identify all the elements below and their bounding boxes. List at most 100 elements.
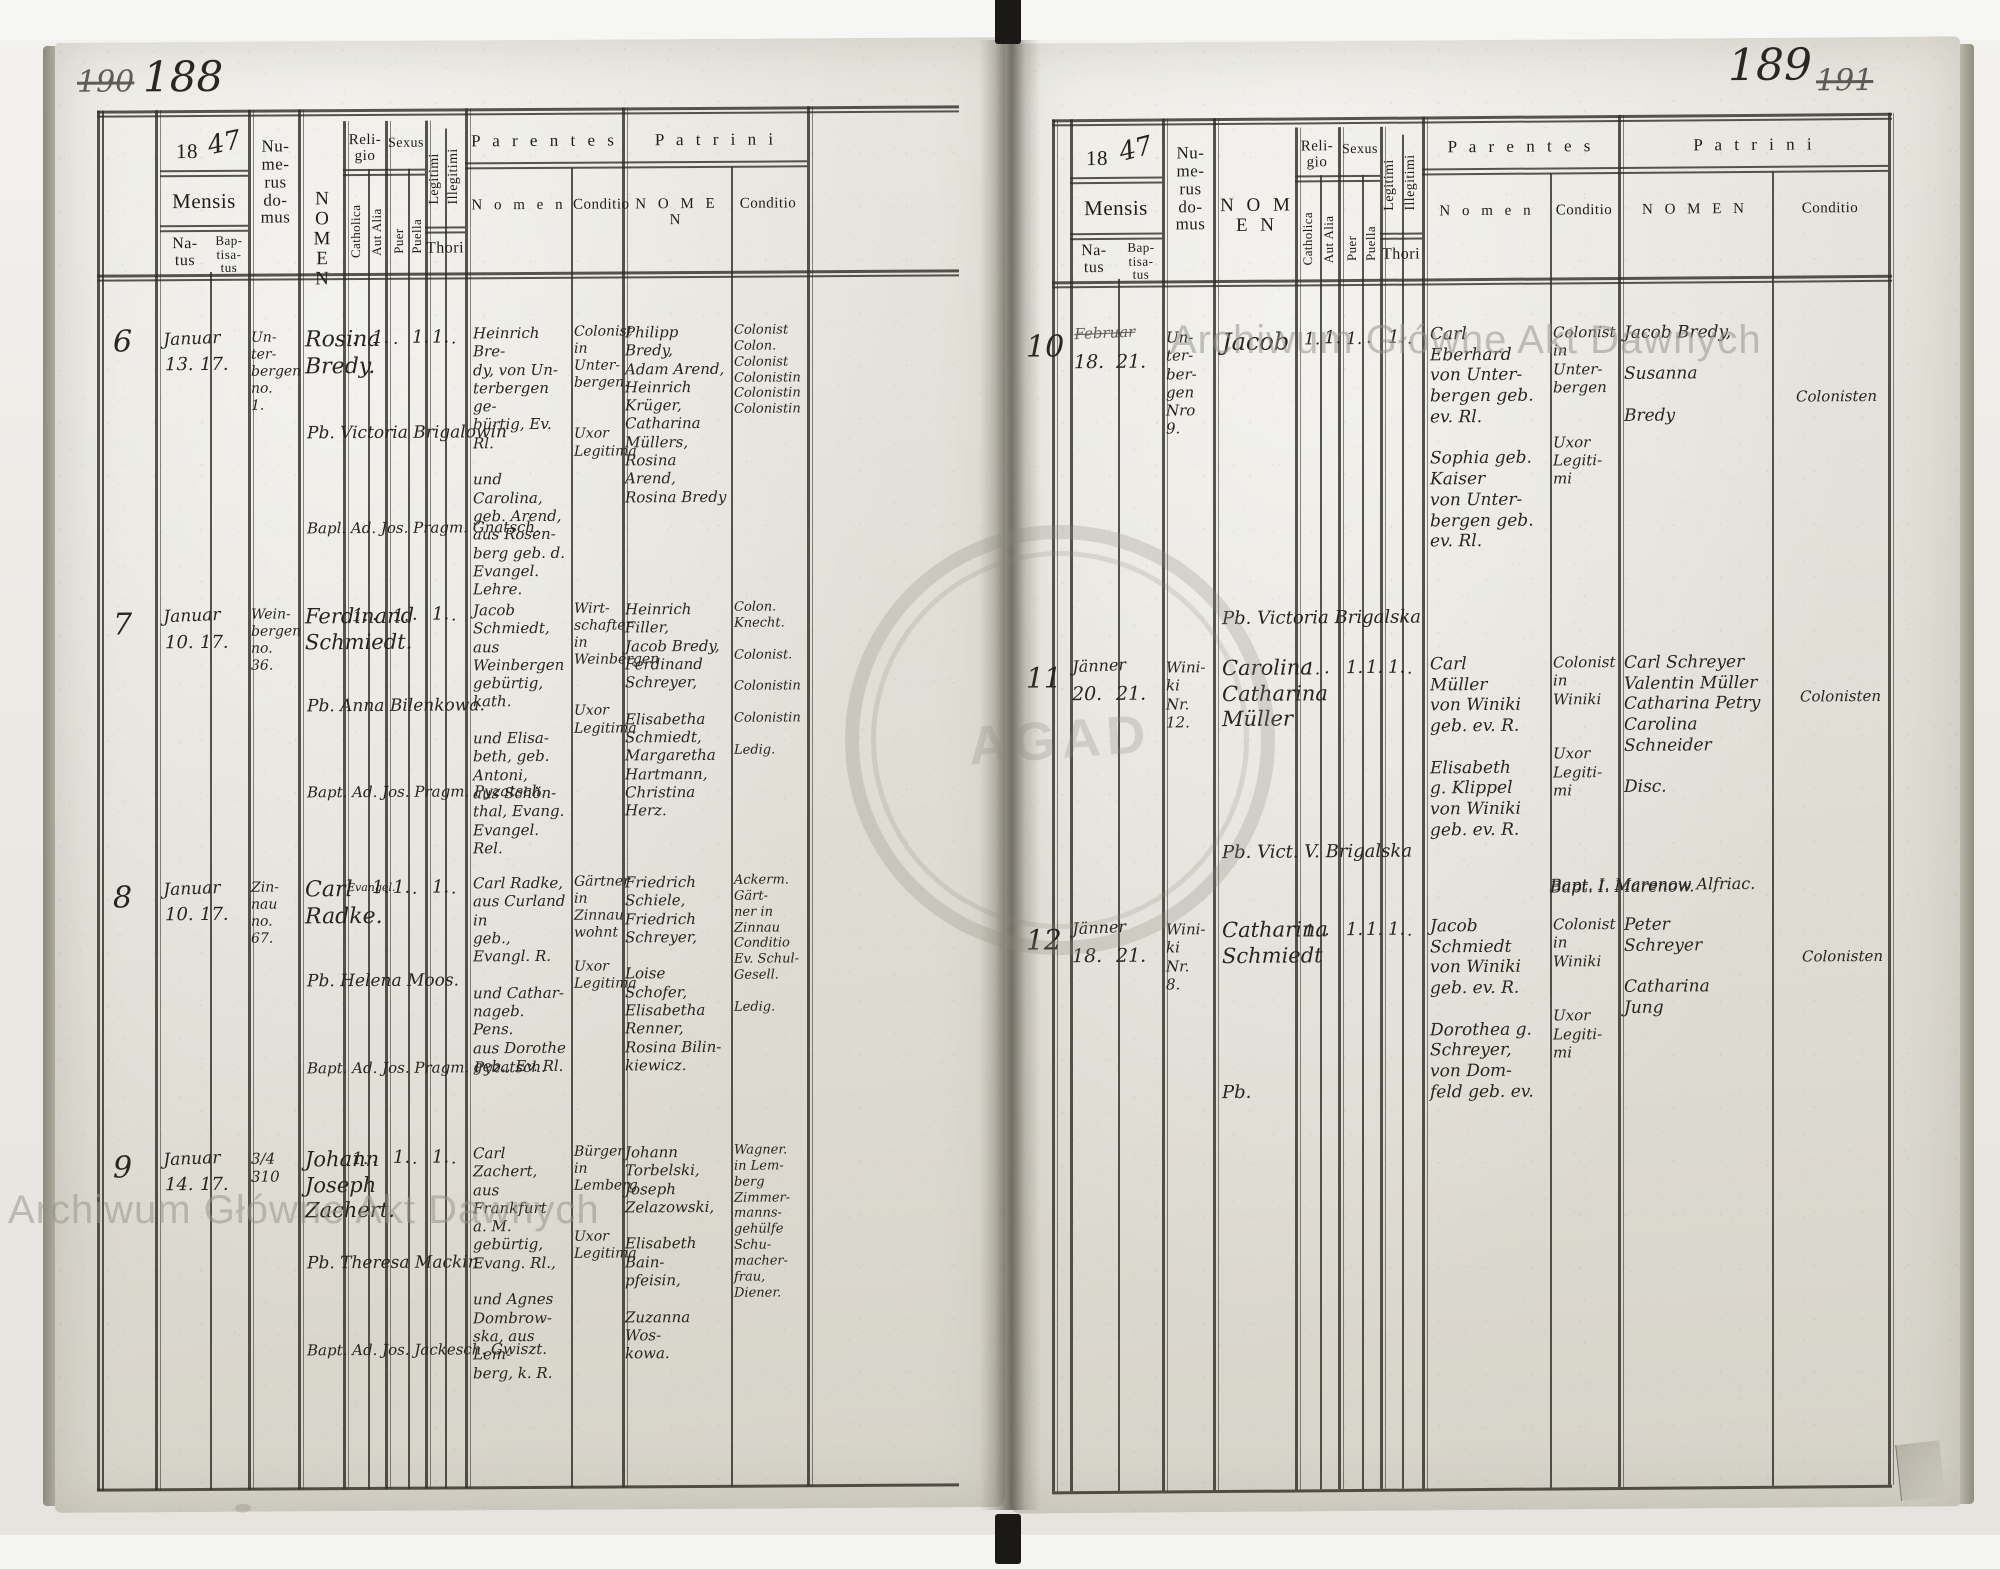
entry-month: Jänner: [1072, 654, 1127, 677]
header-patrini-right: P a t r i n i: [1693, 134, 1816, 155]
entry-nomen-godparent: Pb. Helena Moos.: [307, 970, 460, 992]
rule-sexus-sub-left: [385, 168, 425, 171]
header-puer-right: Puer: [1344, 235, 1359, 261]
entry-catholica: .: [352, 329, 358, 350]
header-patrini-conditio-right: Conditio: [1801, 200, 1859, 217]
rule-col-nomen-right: [1213, 118, 1216, 1491]
entry-parentes-conditio: Colonist in Unter- bergen Uxor Legiti- m…: [1553, 322, 1616, 488]
rule-year-mensis-left: [160, 169, 248, 172]
entry-aut-alia: 1.: [1324, 327, 1342, 349]
rule-thori-sub2-left: [425, 231, 465, 234]
rule-year-mensis-right: [1070, 176, 1162, 179]
header-patrini-nomen-right: N O M E N: [1642, 200, 1748, 218]
entry-legitimi: 1.: [432, 603, 450, 625]
table-right: 18 47 Mensis Na- tus Bap- tisa- tus Nu- …: [1010, 36, 1960, 1513]
rule-patrini-sub2-right: [1618, 169, 1888, 174]
entry-month: Jänner: [1072, 916, 1127, 939]
entry-no: 7: [113, 607, 133, 643]
rule-year-mensis2-right: [1070, 181, 1162, 184]
entry-patrini-nomen: Carl Schreyer Valentin Müller Catharina …: [1624, 651, 1761, 798]
rule-col-0-left: [97, 110, 100, 1491]
entry-month: Februar: [1074, 322, 1136, 344]
entry-nomen: Jacob: [1222, 327, 1290, 357]
entry-nomen: Johann Joseph Zachert.: [305, 1146, 395, 1223]
header-religio-left: Reli- gio: [348, 131, 382, 164]
entry-puella: .: [412, 1148, 418, 1169]
header-catholica-left: Catholica: [348, 204, 363, 258]
entry-patrini-conditio: Colonisten: [1800, 686, 1882, 706]
entry-natus: 18.: [1074, 350, 1105, 374]
entry-aut-alia: .: [372, 1146, 378, 1168]
table-left: 18 47 Mensis Na- tus Bap- tisa- tus Nu- …: [55, 37, 1005, 1513]
header-puella-right: Puella: [1363, 226, 1378, 262]
rule-parentes-sub-left: [465, 161, 622, 164]
entry-nomen-baptizer: Bapt. I. Marenow.: [1550, 876, 1695, 897]
entry-domus: Wini- ki Nr. 12.: [1166, 658, 1206, 732]
entry-illegitimi: .: [451, 605, 457, 626]
entry-parentes-conditio: Colonist in Winiki Uxor Legiti- mi: [1553, 914, 1616, 1062]
entry-patrini-conditio: Colon. Knecht. Colonist. Colonistin Colo…: [734, 599, 801, 758]
entry-baptisatus: 17.: [200, 903, 229, 926]
entry-catholica: 1.: [1304, 659, 1321, 680]
header-thori-right: Thori: [1381, 245, 1421, 263]
header-parentes-nomen-left: N o m e n: [471, 196, 567, 214]
header-patrini-nomen-left: N O M E N: [635, 195, 719, 228]
rule-col-patrini-right: [1618, 114, 1621, 1487]
rule-col-end-right: [1888, 112, 1891, 1485]
rule-patrini-sub-left: [622, 160, 807, 164]
entry-natus: 13.: [165, 354, 194, 376]
rule-col-thori-right: [1380, 126, 1383, 1489]
header-parentes-conditio-left: Conditio: [573, 196, 630, 213]
rule-col-patrini-b-right: [1623, 114, 1624, 1487]
entry-domus: Wein- bergen no. 36.: [251, 606, 302, 674]
rule-religio-sub-left: [343, 168, 385, 171]
entry-puer: 1.: [1346, 328, 1363, 350]
entry-patrini-nomen: Peter Schreyer Catharina Jung: [1624, 914, 1710, 1018]
entry-illegitimi: .: [1407, 920, 1413, 941]
header-catholica-right: Catholica: [1300, 211, 1315, 266]
entry-catholica: 1.: [352, 605, 369, 627]
entry-puella: .: [412, 603, 418, 625]
rule-col-natus-right: [1118, 278, 1120, 1491]
entry-nomen-godparent: Pb. Vict. V. Brigalska: [1222, 840, 1413, 864]
page-right: 189 191: [1010, 36, 1960, 1514]
header-baptisatus-left: Bap- tisa- tus: [215, 232, 243, 276]
header-puella-left: Puella: [409, 219, 424, 255]
rule-col-0b-left: [102, 110, 104, 1491]
entry-legitimi: 1.: [1388, 326, 1406, 348]
header-nomen-left: N O M E N: [313, 188, 335, 290]
entry-puer: .: [393, 328, 399, 349]
entry-nomen-godparent: Pb.: [1222, 1081, 1252, 1104]
header-natus-right: Na- tus: [1081, 241, 1107, 276]
rule-col-pat-conditio-right: [1772, 171, 1774, 1486]
header-religio-right: Reli- gio: [1300, 138, 1334, 171]
entry-natus: 10.: [165, 632, 194, 654]
entry-no: 9: [113, 1150, 133, 1186]
entry-patrini-nomen: Jacob Bredy, Susanna Bredy: [1624, 322, 1732, 426]
entry-baptisatus: 21.: [1116, 350, 1147, 373]
rule-col-end-left: [807, 106, 810, 1487]
entry-puella: 1.: [1366, 918, 1384, 940]
entry-natus: 14.: [165, 1174, 194, 1196]
rule-col-parentes-b-right: [1427, 116, 1428, 1489]
header-natus-left: Na- tus: [172, 235, 198, 269]
entry-parentes-conditio: Colonist in Winiki Uxor Legiti- mi: [1553, 652, 1616, 800]
entry-month: Januar: [163, 1147, 221, 1171]
header-patrini-left: P a t r i n i: [654, 129, 778, 150]
entry-puer: 1.: [393, 1146, 411, 1168]
entry-patrini-conditio: Colonisten: [1796, 386, 1878, 406]
entry-illegitimi: .: [451, 878, 457, 899]
rule-col-domus-left: [248, 109, 251, 1490]
spine-clip-top: [995, 0, 1021, 44]
header-illegitimi-right: Illegitimi: [1403, 154, 1418, 211]
rule-col-domus-right: [1162, 118, 1165, 1491]
rule-religio-sub2-left: [343, 173, 385, 176]
entry-puella: 1.: [412, 326, 430, 348]
rule-bottom-right: [1052, 1484, 1892, 1494]
header-year-hand-left: 47: [205, 124, 244, 162]
entry-illegitimi: .: [1407, 658, 1413, 679]
entry-illegitimi: .: [1407, 328, 1413, 349]
rule-col-parentes-right: [1422, 116, 1425, 1489]
entry-parentes-nomen: Jacob Schmiedt von Winiki geb. ev. R. Do…: [1430, 916, 1534, 1103]
entry-patrini-conditio: Wagner. in Lem- berg Zimmer- manns- gehü…: [734, 1142, 791, 1301]
